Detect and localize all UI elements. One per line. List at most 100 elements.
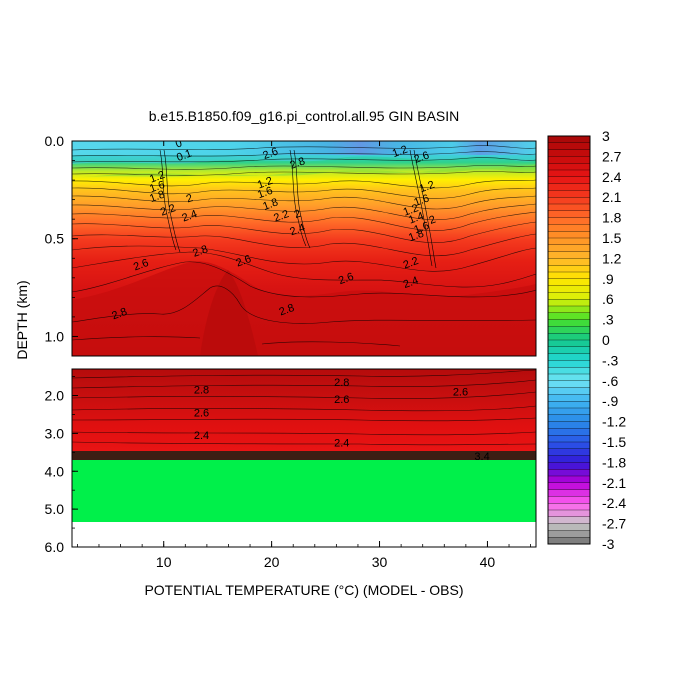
colorbar-segment — [547, 217, 591, 225]
colorbar-segment — [547, 210, 591, 219]
contour-label: 2.2 — [402, 255, 420, 272]
contour-label: 1.8 — [148, 189, 166, 206]
bottom-boundary-band — [72, 451, 536, 460]
contour-label: 1.6 — [256, 185, 274, 202]
colorbar-segment — [547, 435, 591, 443]
colorbar-segment — [547, 414, 591, 423]
colorbar-segment — [547, 367, 591, 375]
colorbar-segment — [547, 169, 591, 178]
contour-label: 0 — [174, 137, 184, 150]
upper-transition-band — [72, 164, 536, 178]
contour-label: 2.6 — [261, 146, 279, 163]
colorbar-segment — [547, 407, 591, 416]
colorbar-label: .6 — [602, 291, 614, 307]
contour-label: 1.8 — [261, 196, 279, 213]
colorbar-label: 2.7 — [602, 148, 622, 164]
contour-label: 2.8 — [194, 385, 209, 397]
upper-contour-labels: 00.1 2.62.81.2 2.61.21.61.8 22.2 2.41.21.61.… — [110, 137, 438, 323]
colorbar: 3 2.7 2.4 2.1 1.8 1.5 1.2 .9 .6 .3 0 -.3 -.6 -.9 -1.2 -… — [547, 128, 626, 552]
colorbar-segment — [547, 353, 591, 361]
contour-label: 2.6 — [132, 257, 150, 274]
colorbar-label: -.3 — [602, 352, 619, 368]
colorbar-segment — [547, 312, 591, 321]
y-tick-label: 2.0 — [45, 388, 65, 404]
colorbar-frame — [547, 135, 591, 545]
colorbar-segment — [547, 156, 591, 164]
contour-label: 1.6 — [412, 220, 430, 237]
contour-label: 1.2 — [391, 144, 409, 161]
upper-front-contours — [159, 149, 437, 269]
colorbar-segment — [547, 183, 591, 191]
colorbar-segment — [547, 258, 591, 266]
lower-field — [72, 369, 536, 451]
upper-warm-plume — [200, 270, 258, 356]
colorbar-label: -2.7 — [602, 516, 626, 532]
colorbar-segment — [547, 428, 591, 436]
x-tick-label: 10 — [156, 554, 172, 570]
colorbar-segment — [547, 292, 591, 300]
colorbar-label: 3 — [602, 128, 610, 144]
contour-label: 2.4 — [334, 438, 349, 450]
colorbar-segment — [547, 387, 591, 395]
colorbar-segment — [547, 421, 591, 429]
colorbar-segment — [547, 149, 591, 157]
lower-panel: 2.8 2.6 2.4 2.8 2.6 2.4 2.6 3.4 — [72, 369, 536, 547]
colorbar-segment — [547, 305, 591, 314]
contour-label: 1.2 — [256, 175, 274, 192]
contour-label: 2.6 — [234, 253, 252, 270]
contour-label: 2.4 — [194, 430, 209, 442]
upper-contour-lines — [72, 145, 536, 347]
colorbar-segment — [547, 489, 591, 497]
lower-contour-lines — [72, 369, 536, 446]
colorbar-label: -.9 — [602, 393, 619, 409]
colorbar-label: .9 — [602, 271, 614, 287]
colorbar-label: -1.2 — [602, 414, 626, 430]
colorbar-segment — [547, 135, 591, 144]
colorbar-label: -2.1 — [602, 475, 626, 491]
lower-contour-labels: 2.8 2.6 2.4 2.8 2.6 2.4 2.6 3.4 — [194, 377, 490, 463]
contour-label: 2.6 — [337, 271, 355, 288]
colorbar-segment — [547, 285, 591, 293]
colorbar-label: 2.1 — [602, 189, 622, 205]
colorbar-segment — [547, 251, 591, 259]
colorbar-label: 2.4 — [602, 169, 622, 185]
upper-deep-warm-region — [72, 261, 536, 356]
colorbar-segment — [547, 163, 591, 171]
land-mask — [72, 460, 536, 522]
contour-label: 2 — [185, 192, 195, 205]
colorbar-segment — [547, 503, 591, 511]
contour-label: 1.6 — [148, 179, 166, 196]
contour-label: 2.6 — [412, 149, 430, 166]
colorbar-segment — [547, 176, 591, 185]
colorbar-segment — [547, 326, 591, 334]
contour-label: 2.4 — [402, 275, 420, 292]
contour-label: 2 — [428, 214, 438, 227]
contour-label: 0.1 — [175, 148, 193, 165]
y-tick-label: 3.0 — [45, 425, 65, 441]
colorbar-segment — [547, 339, 591, 348]
colorbar-segment — [547, 394, 591, 402]
lower-panel-frame — [71, 368, 537, 548]
colorbar-segment — [547, 319, 591, 327]
y-tick-label: 0.0 — [45, 133, 65, 149]
colorbar-segment — [547, 441, 591, 450]
contour-label: 1.2 — [402, 202, 420, 219]
colorbar-segment — [547, 197, 591, 205]
y-tick-label: 5.0 — [45, 501, 65, 517]
contour-label: 2.8 — [110, 306, 128, 323]
colorbar-segment — [547, 496, 591, 504]
contour-label: 2.8 — [288, 155, 306, 172]
axis-ticks — [72, 140, 532, 548]
contour-label: 1.2 — [148, 169, 166, 186]
colorbar-segment — [547, 278, 591, 287]
x-tick-label: 20 — [264, 554, 280, 570]
contour-label: 2.2 — [272, 208, 290, 225]
colorbar-segment — [547, 523, 591, 531]
contour-label: 2.4 — [288, 222, 306, 239]
colorbar-segment — [547, 237, 591, 246]
colorbar-label: -3 — [602, 536, 615, 552]
colorbar-label: 1.5 — [602, 230, 622, 246]
colorbar-label: -2.4 — [602, 495, 626, 511]
y-tick-label: 1.0 — [45, 328, 65, 344]
